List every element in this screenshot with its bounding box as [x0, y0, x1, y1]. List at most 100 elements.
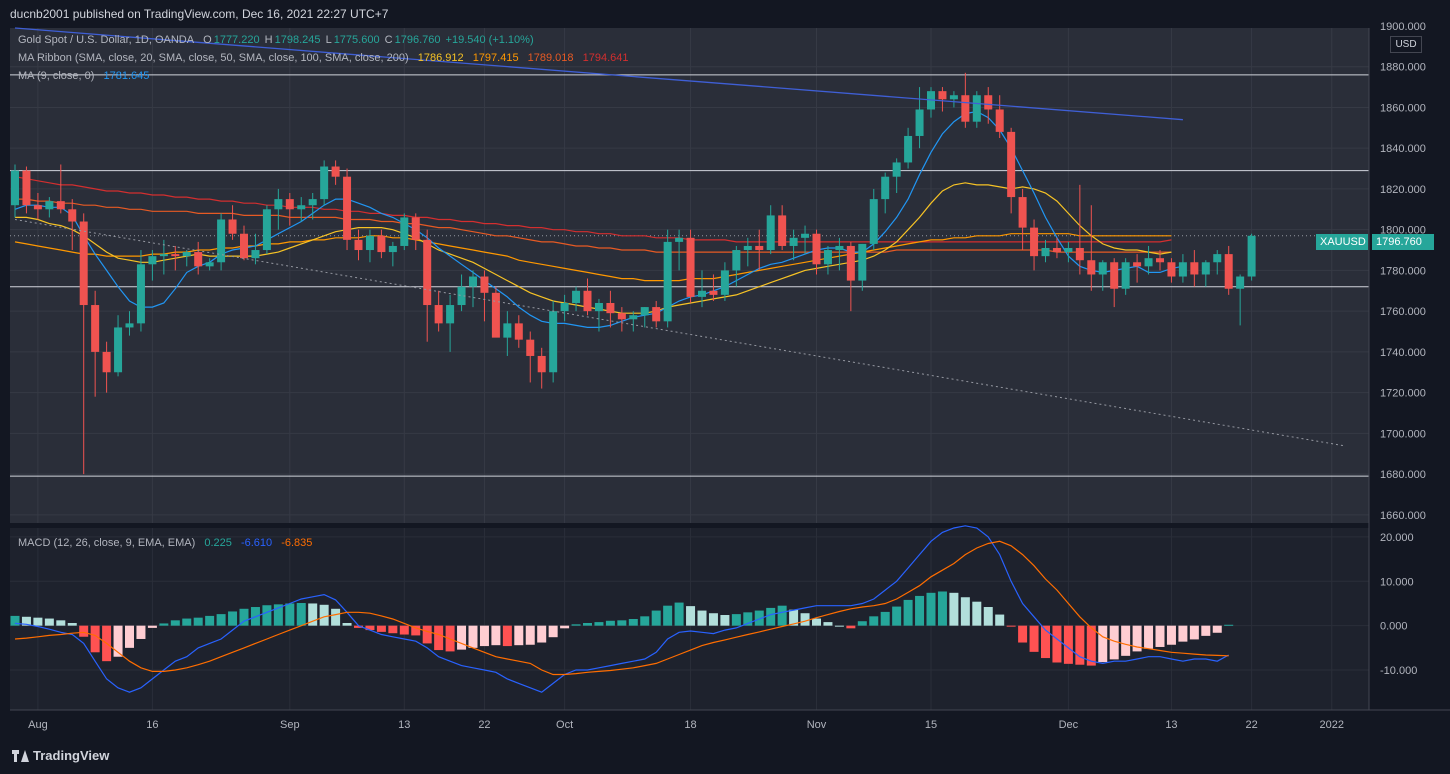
- ma200-line: [14, 176, 1172, 243]
- time-tick-label: Sep: [280, 719, 300, 731]
- footer: [0, 740, 1450, 774]
- candle-body: [423, 239, 432, 306]
- price-change: +19.540 (+1.10%): [445, 34, 534, 46]
- trendline: [14, 27, 1183, 121]
- chart-canvas[interactable]: 1660.000 1680.000 1700.000 1720.000 1740.000…: [0, 0, 1450, 740]
- candle-body: [949, 95, 958, 100]
- candle-body: [297, 205, 306, 210]
- ohlc-close: 1796.760: [394, 34, 441, 46]
- candle-body: [91, 305, 100, 352]
- macd-histogram-bar: [605, 620, 615, 626]
- macd-histogram-bar: [903, 599, 913, 626]
- ma9-title: MA (9, close, 0): [18, 70, 95, 82]
- candle-body: [1041, 248, 1050, 257]
- macd-histogram-bar: [1029, 625, 1039, 652]
- candle-body: [606, 303, 615, 314]
- tradingview-logo[interactable]: TradingView: [12, 748, 109, 763]
- ma50-line: [14, 233, 1172, 282]
- time-tick-label: Dec: [1059, 719, 1079, 731]
- published-text: ducnb2001 published on TradingView.com, …: [10, 7, 389, 21]
- time-tick-label: 2022: [1320, 719, 1344, 731]
- price-tick-label: 1740.000: [1380, 347, 1426, 359]
- time-tick-label: 16: [146, 719, 158, 731]
- macd-legend: MACD (12, 26, close, 9, EMA, EMA) 0.225 …: [18, 537, 314, 549]
- time-tick-label: 22: [478, 719, 490, 731]
- candle-body: [1133, 262, 1142, 267]
- time-tick-label: 22: [1245, 719, 1257, 731]
- macd-histogram-bar: [319, 604, 329, 626]
- candle-body: [102, 351, 111, 373]
- candle-body: [1156, 258, 1164, 263]
- price-tick-label: 1900.000: [1380, 21, 1426, 33]
- macd-histogram-bar: [777, 605, 787, 626]
- macd-line: [14, 525, 1229, 693]
- candle-body: [33, 205, 42, 210]
- time-tick-label: 15: [925, 719, 937, 731]
- candle-body: [789, 237, 798, 246]
- candle-body: [1075, 248, 1084, 261]
- candle-body: [892, 162, 901, 177]
- candle-body: [972, 95, 981, 122]
- macd-histogram-bar: [651, 610, 661, 626]
- candle-body: [320, 166, 329, 200]
- macd-histogram-bar: [537, 625, 547, 643]
- macd-histogram-bar: [663, 605, 673, 626]
- candle-body: [411, 217, 420, 240]
- candle-body: [583, 290, 592, 312]
- candle-body: [709, 290, 718, 295]
- candle-body: [228, 219, 237, 234]
- macd-histogram-bar: [296, 603, 306, 626]
- brand-text: TradingView: [33, 748, 110, 763]
- macd-histogram-bar: [846, 625, 856, 629]
- candle-body: [434, 305, 443, 324]
- macd-histogram-bar: [457, 625, 467, 650]
- currency-badge[interactable]: USD: [1390, 36, 1422, 53]
- price-tick-label: 1680.000: [1380, 469, 1426, 481]
- time-tick-label: Aug: [28, 719, 48, 731]
- macd-histogram-bar: [1098, 625, 1108, 663]
- price-tick-label: 1720.000: [1380, 388, 1426, 400]
- macd-histogram-bar: [434, 625, 444, 651]
- macd-histogram-bar: [90, 625, 100, 653]
- candle-body: [343, 176, 352, 240]
- macd-histogram-bar: [628, 619, 638, 626]
- macd-line-value: -6.610: [240, 537, 273, 549]
- candle-body: [377, 235, 386, 253]
- candle-body: [1236, 276, 1245, 289]
- ohlc-low: 1775.600: [333, 34, 380, 46]
- macd-histogram-bar: [1224, 624, 1234, 626]
- macd-histogram-bar: [491, 625, 501, 646]
- ma50-value: 1797.415: [472, 52, 519, 64]
- price-tick-label: 1860.000: [1380, 102, 1426, 114]
- candle-body: [663, 241, 672, 322]
- candle-body: [1064, 248, 1073, 253]
- candle-body: [469, 276, 477, 287]
- candle-body: [136, 264, 145, 324]
- candle-body: [846, 245, 855, 281]
- macd-histogram-bar: [205, 615, 215, 626]
- macd-histogram-bar: [720, 615, 730, 626]
- macd-histogram-bar: [525, 625, 535, 645]
- candle-body: [1167, 262, 1176, 277]
- candle-body: [125, 323, 134, 328]
- candle-body: [514, 323, 523, 340]
- candle-body: [1087, 260, 1096, 275]
- macd-histogram-bar: [479, 625, 489, 647]
- candle-body: [698, 290, 706, 297]
- macd-histogram-bar: [376, 625, 386, 632]
- candle-body: [56, 201, 65, 210]
- macd-histogram-bar: [147, 625, 157, 628]
- macd-histogram-bar: [594, 622, 604, 626]
- macd-histogram-bar: [21, 616, 31, 626]
- macd-histogram-bar: [1075, 625, 1085, 665]
- candle-body: [938, 91, 947, 100]
- candle-body: [365, 235, 374, 251]
- candle-body: [858, 243, 867, 281]
- macd-histogram-bar: [365, 625, 375, 631]
- candle-body: [22, 170, 31, 206]
- macd-tick-label: -10.000: [1380, 665, 1417, 677]
- macd-histogram-bar: [354, 625, 363, 628]
- macd-histogram-bar: [571, 624, 581, 626]
- candle-body: [205, 262, 214, 267]
- candle-body: [675, 237, 684, 242]
